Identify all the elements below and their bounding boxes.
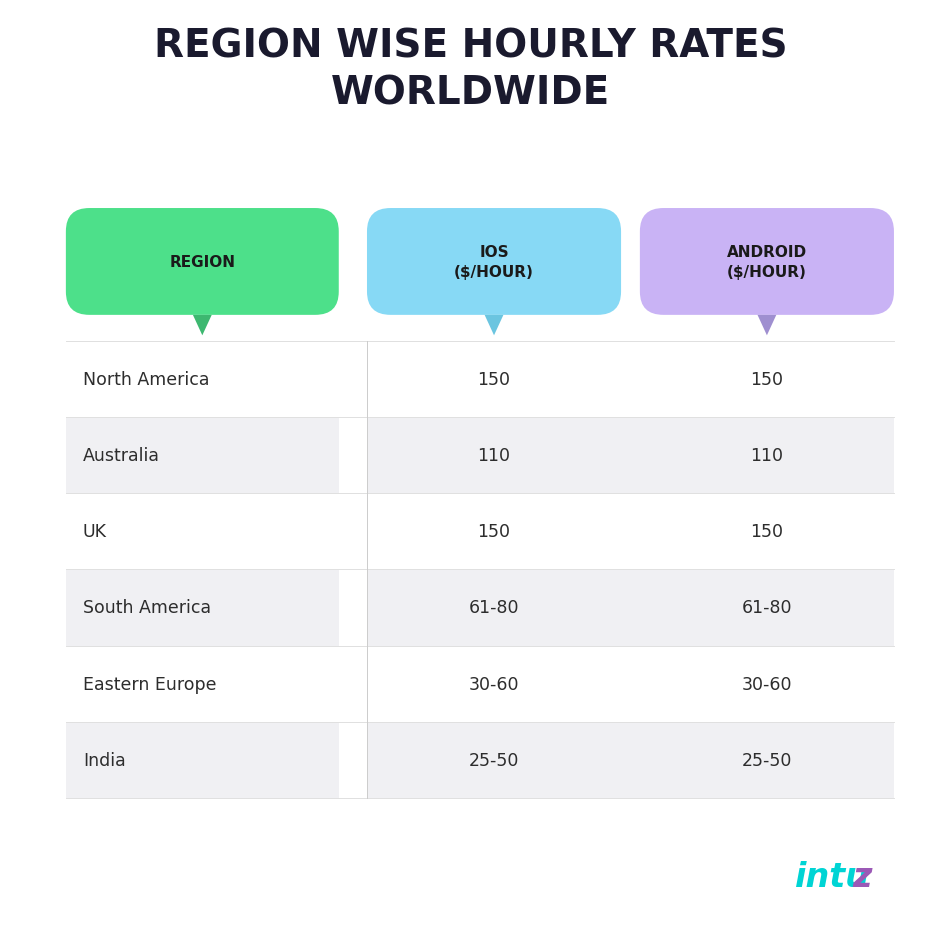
Text: 110: 110 — [477, 446, 511, 465]
Text: 30-60: 30-60 — [742, 675, 792, 693]
Text: South America: South America — [83, 599, 211, 617]
Text: 110: 110 — [750, 446, 784, 465]
FancyBboxPatch shape — [367, 209, 621, 316]
Text: India: India — [83, 751, 125, 769]
FancyBboxPatch shape — [66, 342, 339, 418]
FancyBboxPatch shape — [66, 646, 339, 722]
Text: 150: 150 — [750, 522, 784, 541]
FancyBboxPatch shape — [367, 418, 894, 494]
Text: 61-80: 61-80 — [469, 599, 519, 617]
Polygon shape — [193, 316, 212, 336]
FancyBboxPatch shape — [640, 209, 894, 316]
FancyBboxPatch shape — [367, 494, 894, 570]
Text: 150: 150 — [477, 370, 511, 389]
FancyBboxPatch shape — [367, 646, 894, 722]
FancyBboxPatch shape — [367, 722, 894, 798]
Text: Australia: Australia — [83, 446, 160, 465]
Text: North America: North America — [83, 370, 209, 389]
FancyBboxPatch shape — [66, 209, 339, 316]
Text: 61-80: 61-80 — [742, 599, 792, 617]
Text: REGION WISE HOURLY RATES
WORLDWIDE: REGION WISE HOURLY RATES WORLDWIDE — [153, 27, 788, 112]
Text: 150: 150 — [750, 370, 784, 389]
Text: 25-50: 25-50 — [469, 751, 519, 769]
Text: Eastern Europe: Eastern Europe — [83, 675, 216, 693]
Text: z: z — [853, 860, 872, 894]
Text: 30-60: 30-60 — [469, 675, 519, 693]
FancyBboxPatch shape — [66, 494, 339, 570]
FancyBboxPatch shape — [66, 418, 339, 494]
Text: UK: UK — [83, 522, 107, 541]
Text: ANDROID
($/HOUR): ANDROID ($/HOUR) — [726, 245, 807, 279]
FancyBboxPatch shape — [367, 570, 894, 646]
Text: intu: intu — [795, 860, 870, 894]
Polygon shape — [485, 316, 503, 336]
FancyBboxPatch shape — [367, 342, 894, 418]
Text: REGION: REGION — [169, 254, 235, 270]
Text: IOS
($/HOUR): IOS ($/HOUR) — [455, 245, 534, 279]
Polygon shape — [758, 316, 776, 336]
FancyBboxPatch shape — [66, 722, 339, 798]
Text: 150: 150 — [477, 522, 511, 541]
Text: 25-50: 25-50 — [742, 751, 792, 769]
FancyBboxPatch shape — [66, 570, 339, 646]
